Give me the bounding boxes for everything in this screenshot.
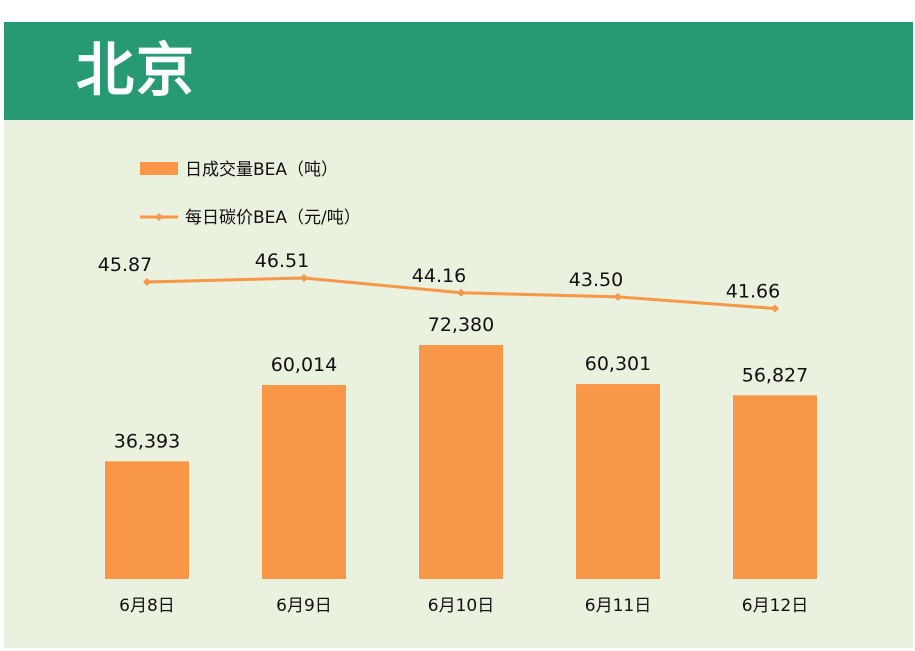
bar-value-label: 36,393 — [114, 430, 180, 452]
category-label: 6月12日 — [742, 596, 808, 616]
bar-value-label: 60,301 — [585, 353, 651, 375]
price-point — [457, 288, 465, 297]
category-axis-labels: 6月8日 6月9日 6月10日 6月11日 6月12日 — [119, 596, 808, 616]
price-point — [300, 274, 308, 282]
price-point — [614, 292, 622, 301]
price-value-label: 41.66 — [726, 280, 780, 302]
bar-series — [105, 345, 817, 579]
bar — [262, 384, 346, 579]
header-banner: 北京 — [4, 22, 913, 120]
line-value-labels: 45.87 46.51 44.16 43.50 41.66 — [98, 250, 780, 302]
price-value-label: 43.50 — [569, 269, 623, 291]
price-value-label: 46.51 — [255, 250, 309, 272]
category-label: 6月11日 — [585, 596, 651, 616]
legend: 日成交量BEA（吨） 每日碳价BEA（元/吨） — [140, 160, 361, 228]
bar-value-label: 56,827 — [742, 364, 808, 386]
legend-label-volume: 日成交量BEA（吨） — [185, 160, 338, 180]
page-title: 北京 — [76, 36, 197, 104]
price-value-label: 44.16 — [412, 265, 466, 287]
category-label: 6月10日 — [428, 596, 494, 616]
bar-value-label: 60,014 — [271, 354, 337, 376]
bar-value-label: 72,380 — [428, 314, 494, 336]
bar — [733, 395, 817, 579]
legend-label-price: 每日碳价BEA（元/吨） — [185, 208, 361, 228]
line-series — [143, 274, 779, 313]
price-point — [143, 278, 151, 287]
legend-line-marker — [155, 213, 163, 221]
bar — [419, 345, 503, 579]
category-label: 6月8日 — [119, 596, 175, 616]
bar-value-labels: 36,393 60,014 72,380 60,301 56,827 — [114, 314, 808, 452]
bar — [576, 384, 660, 579]
legend-bar-swatch — [140, 162, 178, 175]
category-label: 6月9日 — [276, 596, 332, 616]
bar — [105, 461, 189, 579]
price-point — [771, 304, 779, 313]
price-value-label: 45.87 — [98, 254, 152, 276]
